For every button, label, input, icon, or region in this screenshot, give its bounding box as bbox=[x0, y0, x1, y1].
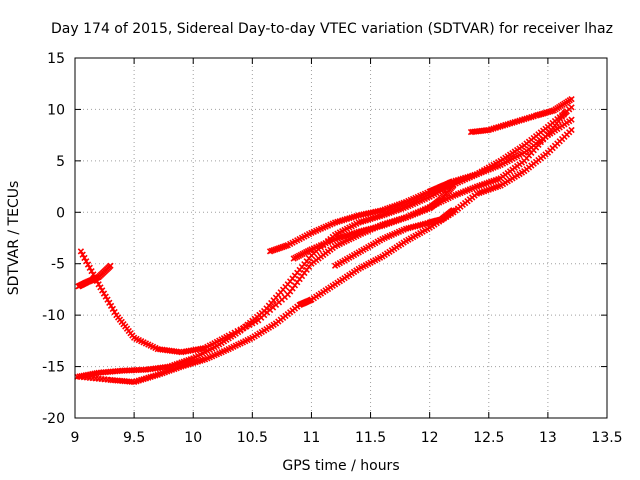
x-tick-label: 13.5 bbox=[591, 430, 622, 446]
data-point bbox=[99, 287, 106, 294]
data-point bbox=[107, 302, 115, 310]
x-axis-label: GPS time / hours bbox=[282, 458, 399, 474]
series-track-5 bbox=[266, 116, 575, 255]
x-tick-label: 12.5 bbox=[473, 430, 504, 446]
data-point bbox=[86, 264, 93, 271]
series-track-8 bbox=[467, 95, 575, 136]
data-point bbox=[568, 126, 575, 134]
y-tick-label: -5 bbox=[51, 257, 65, 273]
x-tick-label: 9 bbox=[71, 430, 80, 446]
series-track-1 bbox=[75, 262, 114, 290]
y-tick-label: 15 bbox=[47, 51, 65, 67]
data-point bbox=[81, 254, 88, 262]
y-axis-label: SDTVAR / TECUs bbox=[6, 181, 22, 296]
data-point bbox=[90, 271, 97, 278]
data-point bbox=[548, 107, 556, 115]
data-point bbox=[97, 284, 104, 291]
x-tick-label: 11.5 bbox=[355, 430, 386, 446]
axis-ticks: 9 9.5 10 10.5 11 11.5 12 12.5 13 13.5 -20 -15 -10 -5 0… bbox=[42, 51, 622, 446]
data-point bbox=[84, 261, 92, 268]
data-point bbox=[107, 262, 114, 269]
data-point bbox=[568, 95, 575, 103]
y-tick-label: 0 bbox=[56, 205, 65, 221]
series-track-4 bbox=[77, 126, 575, 386]
y-tick-label: 10 bbox=[47, 102, 65, 118]
chart-title: Day 174 of 2015, Sidereal Day-to-day VTE… bbox=[51, 21, 613, 37]
data-point bbox=[450, 182, 457, 189]
data-point bbox=[88, 267, 95, 275]
data-point bbox=[95, 281, 102, 288]
x-tick-label: 12 bbox=[421, 430, 439, 446]
y-tick-label: 5 bbox=[56, 154, 65, 170]
y-tick-label: -15 bbox=[42, 360, 65, 376]
data-markers bbox=[74, 95, 575, 386]
data-point bbox=[106, 299, 113, 306]
data-point bbox=[79, 251, 86, 258]
data-point bbox=[111, 308, 118, 316]
data-point bbox=[450, 207, 457, 214]
data-point bbox=[568, 104, 575, 111]
x-tick-label: 9.5 bbox=[123, 430, 145, 446]
series-track-7 bbox=[331, 207, 457, 269]
data-point bbox=[77, 248, 85, 255]
x-tick-label: 13 bbox=[539, 430, 557, 446]
y-tick-label: -20 bbox=[42, 411, 65, 427]
x-tick-label: 10.5 bbox=[237, 430, 268, 446]
data-point bbox=[83, 258, 90, 265]
series-track-6 bbox=[290, 182, 457, 262]
y-tick-label: -10 bbox=[42, 308, 65, 324]
plot-frame bbox=[74, 57, 608, 419]
x-tick-label: 10 bbox=[184, 430, 202, 446]
grid-lines bbox=[75, 58, 607, 418]
data-point bbox=[91, 274, 99, 281]
data-point bbox=[109, 305, 116, 313]
data-point bbox=[93, 277, 101, 285]
data-point bbox=[568, 116, 575, 123]
data-point bbox=[104, 296, 111, 303]
data-point bbox=[102, 293, 109, 300]
data-point bbox=[100, 290, 108, 297]
x-tick-label: 11 bbox=[303, 430, 321, 446]
